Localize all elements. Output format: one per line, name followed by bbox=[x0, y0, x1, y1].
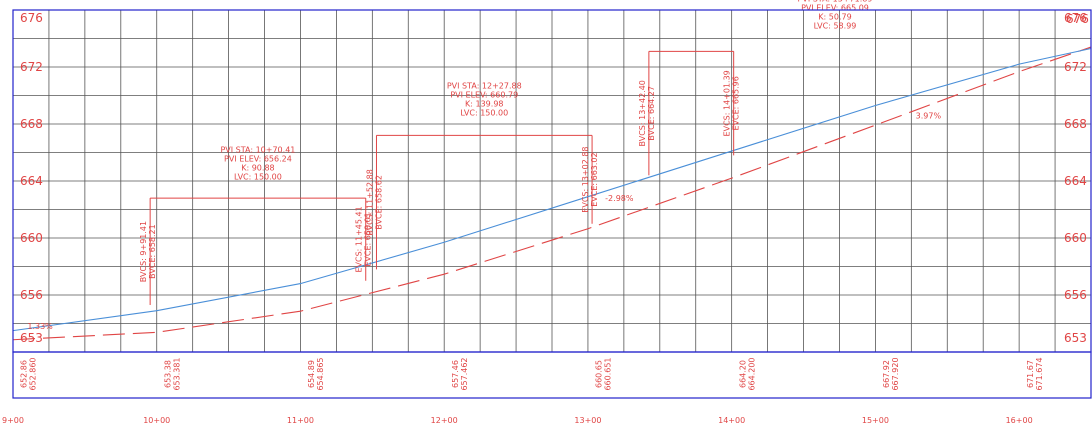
bvc-label-line: BVCE: 664.27 bbox=[647, 86, 656, 141]
pvi-label-line: PVI ELEV: 665.09 bbox=[801, 3, 869, 12]
pvi-label-line: K: 90.88 bbox=[241, 164, 274, 173]
elevation-label-left: 676 bbox=[20, 11, 43, 25]
elevation-label-right: 660 bbox=[1064, 231, 1087, 245]
station-label: 9+00 bbox=[2, 416, 24, 425]
evc-label-line: EVCS: 11+45.41 bbox=[355, 206, 364, 272]
evc-label-line: EVCE: 658.01 bbox=[364, 212, 373, 266]
elevation-label-left: 653 bbox=[20, 331, 43, 345]
grade-labels: 1.33% -2.98% 3.97% bbox=[27, 111, 941, 331]
pvi-label-line: K: 50.79 bbox=[818, 12, 851, 21]
bvc-label-line: BVCS: 11+52.88 bbox=[365, 169, 374, 235]
elevation-label-left: 664 bbox=[20, 174, 43, 188]
pvi-label-line: PVI STA: 10+70.41 bbox=[220, 146, 295, 155]
bvc-label-line: BVCS: 9+91.41 bbox=[139, 221, 148, 282]
vertical-curve-3: PVI STA: 13+71.89PVI ELEV: 665.09K: 50.7… bbox=[638, 0, 873, 176]
elevation-label-left: 672 bbox=[20, 60, 43, 74]
data-band-value: 652.860 bbox=[29, 357, 38, 390]
elevation-label-right: 656 bbox=[1064, 288, 1087, 302]
grade-label: -2.98% bbox=[605, 194, 634, 203]
station-label: 13+00 bbox=[574, 416, 601, 425]
elevation-label-left: 656 bbox=[20, 288, 43, 302]
elevation-label-right: 672 bbox=[1064, 60, 1087, 74]
elevation-label-left: 668 bbox=[20, 117, 43, 131]
data-band-value: 667.920 bbox=[891, 357, 900, 390]
data-band-value: 654.89 bbox=[307, 360, 316, 388]
elevation-label-right: 676 bbox=[1064, 11, 1087, 25]
evc-label-line: EVCS: 14+01.39 bbox=[723, 70, 732, 136]
data-band-value: 664.200 bbox=[747, 357, 756, 390]
data-band-value: 660.651 bbox=[604, 357, 613, 390]
grid bbox=[13, 10, 1091, 352]
station-label: 12+00 bbox=[431, 416, 458, 425]
data-band-value: 654.865 bbox=[316, 357, 325, 390]
data-band-value: 664.20 bbox=[738, 360, 747, 388]
elevation-label-right: 664 bbox=[1064, 174, 1087, 188]
evc-label-line: EVCE: 665.96 bbox=[732, 76, 741, 130]
data-band: 652.86 652.860 653.38 653.381 654.89 654.865 6… bbox=[20, 357, 1044, 390]
proposed-grade-profile bbox=[12, 47, 1092, 332]
elevation-label-left: 660 bbox=[20, 231, 43, 245]
pvi-label-line: LVC: 150.00 bbox=[234, 173, 282, 182]
data-band-value: 671.674 bbox=[1035, 357, 1044, 390]
data-band-value: 671.67 bbox=[1026, 360, 1035, 388]
grade-label: 3.97% bbox=[916, 111, 942, 120]
data-band-value: 657.46 bbox=[451, 360, 460, 388]
existing-ground-profile bbox=[12, 46, 1092, 341]
elevation-label-right: 668 bbox=[1064, 117, 1087, 131]
data-band-value: 660.65 bbox=[595, 360, 604, 388]
elevation-label-right: 653 bbox=[1064, 331, 1087, 345]
pvi-label-line: LVC: 58.99 bbox=[814, 21, 857, 30]
corner-label: 676 bbox=[1066, 12, 1089, 26]
data-band-frame bbox=[12, 351, 1092, 399]
pvi-label-line: PVI STA: 12+27.88 bbox=[447, 81, 522, 90]
pvi-label-line: K: 139.98 bbox=[465, 99, 503, 108]
pvi-label-line: LVC: 150.00 bbox=[460, 108, 508, 117]
pvi-label-line: PVI STA: 13+71.89 bbox=[798, 0, 873, 3]
station-labels: 9+00 10+00 11+00 12+00 13+00 14+00 15+00 16+00 bbox=[2, 416, 1033, 425]
station-label: 16+00 bbox=[1006, 416, 1033, 425]
station-label: 14+00 bbox=[718, 416, 745, 425]
data-band-value: 657.462 bbox=[460, 357, 469, 390]
station-label: 11+00 bbox=[287, 416, 314, 425]
pvi-label-line: PVI ELEV: 660.79 bbox=[450, 90, 518, 99]
grade-label: 1.33% bbox=[27, 322, 53, 331]
bvc-label-line: BVCE: 658.62 bbox=[374, 175, 383, 230]
existing-ground-line bbox=[12, 46, 1092, 341]
elevation-labels: 676 676 672 672 668 668 664 664 660 660 656 656 653 6… bbox=[20, 11, 1087, 345]
station-label: 15+00 bbox=[862, 416, 889, 425]
evc-label-line: EVCE: 663.02 bbox=[590, 152, 599, 206]
data-band-value: 667.92 bbox=[882, 360, 891, 388]
station-label: 10+00 bbox=[143, 416, 170, 425]
bvc-label-line: BVCS: 13+42.40 bbox=[638, 80, 647, 146]
proposed-grade-line bbox=[12, 47, 1092, 332]
bvc-label-line: BVCE: 658.21 bbox=[148, 224, 157, 279]
evc-label-line: EVCS: 13+02.88 bbox=[581, 146, 590, 212]
data-band-value: 652.86 bbox=[20, 360, 29, 388]
data-band-value: 653.381 bbox=[172, 357, 181, 390]
data-band-value: 653.38 bbox=[163, 360, 172, 388]
pvi-label-line: PVI ELEV: 656.24 bbox=[224, 155, 292, 164]
